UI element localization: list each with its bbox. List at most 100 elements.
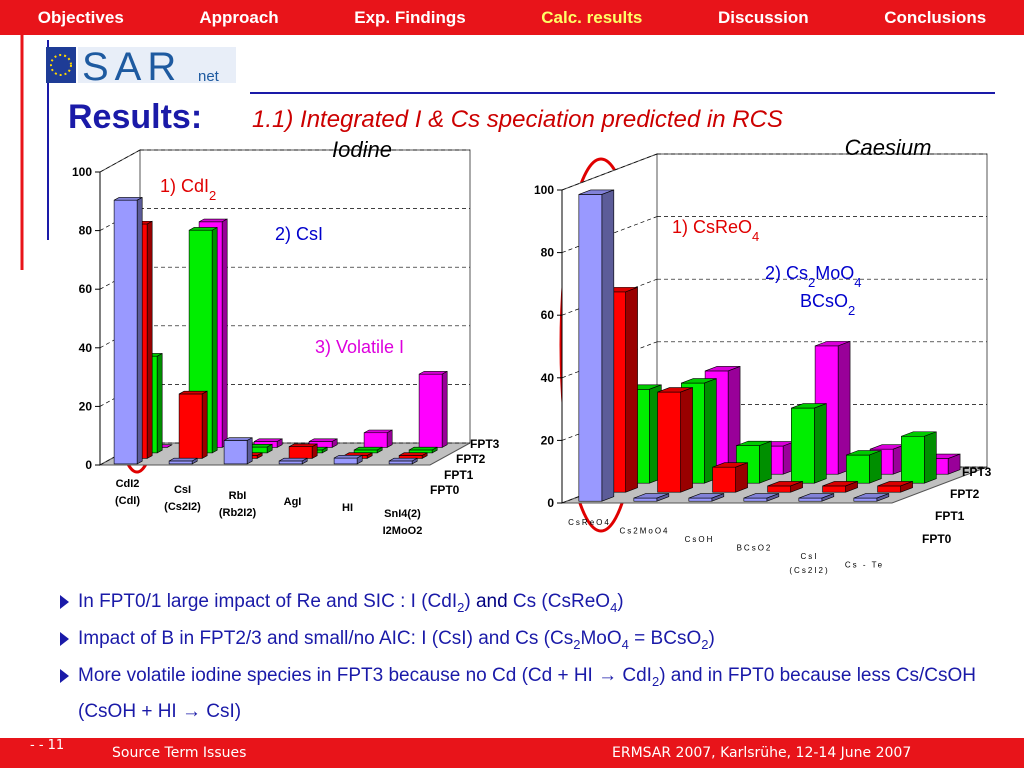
annotation: 2) CsI xyxy=(275,224,323,244)
bar-side xyxy=(421,452,428,459)
subscript: 2 xyxy=(848,303,855,318)
bar-side xyxy=(221,218,228,448)
bar-front xyxy=(168,460,193,465)
text-run: Impact of B in FPT2/3 and small/no AIC: … xyxy=(78,627,574,649)
x-tick-line: CsOH xyxy=(685,535,715,544)
bar-side xyxy=(201,390,208,459)
bar-side xyxy=(814,403,827,484)
bar-side xyxy=(845,481,858,493)
y-tick-label: 60 xyxy=(79,282,93,296)
bar xyxy=(853,493,890,502)
bar xyxy=(333,454,363,465)
legend-label: FPT3 xyxy=(962,465,992,479)
nav-item: Discussion xyxy=(717,7,809,27)
nav-item: Exp. Findings xyxy=(354,7,466,27)
annotation: 1) CsReO4 xyxy=(672,217,759,244)
annotation: 2) Cs2MoO4 xyxy=(765,263,862,290)
subheading: 1.1) Integrated I & Cs speciation predic… xyxy=(252,106,783,133)
chart-title: Iodine xyxy=(332,137,392,162)
bar-side xyxy=(924,431,937,484)
x-tick-line: HI xyxy=(342,502,353,514)
x-tick-line: CsI xyxy=(801,552,819,561)
logo-bg xyxy=(78,47,236,83)
bar-front xyxy=(657,391,681,493)
text-run: = BCsO xyxy=(628,627,702,649)
bar-side xyxy=(680,387,693,493)
bar-side xyxy=(366,452,373,459)
heading: Results: xyxy=(68,98,202,136)
x-tick-line: (CdI) xyxy=(115,495,140,507)
bar-side xyxy=(790,481,803,493)
bar-front xyxy=(791,407,815,484)
bar xyxy=(363,429,393,448)
bar-front xyxy=(712,466,736,493)
bar-front xyxy=(633,497,658,502)
bar-front xyxy=(333,457,358,465)
text-run: ) xyxy=(617,591,624,612)
bar xyxy=(688,493,725,502)
bar-front xyxy=(901,435,925,484)
bar-front xyxy=(822,485,846,493)
bullet-list: In FPT0/1 large impact of Re and SIC : I… xyxy=(58,586,978,727)
annotation: 3) Volatile I xyxy=(315,337,404,357)
bar-side xyxy=(376,446,383,454)
text-run: 3) Volatile I xyxy=(315,337,404,357)
bar-front xyxy=(113,199,138,465)
bar-side xyxy=(947,453,961,475)
y-tick-label: 80 xyxy=(79,224,93,238)
bar-front xyxy=(388,460,413,465)
nav-item: Approach xyxy=(199,7,279,27)
bar xyxy=(633,493,670,502)
text-run: BCsO xyxy=(800,291,848,311)
subscript: 2 xyxy=(808,275,815,290)
annotation: 1) CdI2 xyxy=(160,176,216,203)
bar-side xyxy=(191,457,198,465)
logo: SAR net xyxy=(46,45,236,89)
grid-line xyxy=(99,149,141,173)
bar-front xyxy=(363,432,388,448)
y-tick-label: 20 xyxy=(79,399,93,413)
x-tick-label: Cs - Te xyxy=(845,561,884,570)
bar-side xyxy=(900,481,913,493)
bar-side xyxy=(601,189,615,502)
y-tick-label: 0 xyxy=(547,496,554,510)
x-tick-line: I2MoO2 xyxy=(383,525,423,537)
x-tick-line: (Cs2I2) xyxy=(164,501,201,513)
nav-bar: Objectives Approach Exp. Findings Calc. res… xyxy=(0,0,1024,35)
bar xyxy=(743,493,780,502)
legend-label: FPT0 xyxy=(430,483,460,497)
bar-side xyxy=(246,437,253,465)
annotation: BCsO2 xyxy=(800,291,855,318)
bar-side xyxy=(625,286,638,493)
bar xyxy=(791,403,827,484)
x-tick-line: CdI2 xyxy=(116,478,140,490)
bar xyxy=(822,481,858,493)
legend-label: FPT0 xyxy=(922,532,952,546)
bar-side xyxy=(136,196,143,465)
bar xyxy=(223,437,253,465)
bar xyxy=(278,457,308,465)
bar xyxy=(418,370,448,448)
bar-side xyxy=(266,443,273,454)
x-tick-label: HI xyxy=(342,502,353,514)
bar-front xyxy=(877,485,901,493)
x-tick-label: CsReO4 xyxy=(568,518,611,527)
bar xyxy=(901,431,937,484)
logo-sub: net xyxy=(198,68,220,85)
subscript: 4 xyxy=(854,275,861,290)
bar-front xyxy=(178,393,203,459)
text-run: ) xyxy=(708,627,715,649)
bar-side xyxy=(869,450,882,484)
text-run: ) and in FPT0 because less Cs/CsOH (CsOH… xyxy=(78,664,976,723)
nav-item: Conclusions xyxy=(884,7,987,27)
bar xyxy=(408,446,438,454)
logo-main: SAR xyxy=(82,45,182,89)
slide-canvas: SAR net Results: 1.1) Integrated I & Cs … xyxy=(20,35,995,575)
y-tick-label: 40 xyxy=(541,371,555,385)
footer: - - 11 Source Term Issues ERMSAR 2007, K… xyxy=(0,738,1024,768)
bullet: More volatile iodine species in FPT3 bec… xyxy=(58,660,978,728)
bar xyxy=(767,481,803,493)
bar-side xyxy=(876,493,890,502)
bar xyxy=(578,189,615,502)
bar xyxy=(877,481,913,493)
